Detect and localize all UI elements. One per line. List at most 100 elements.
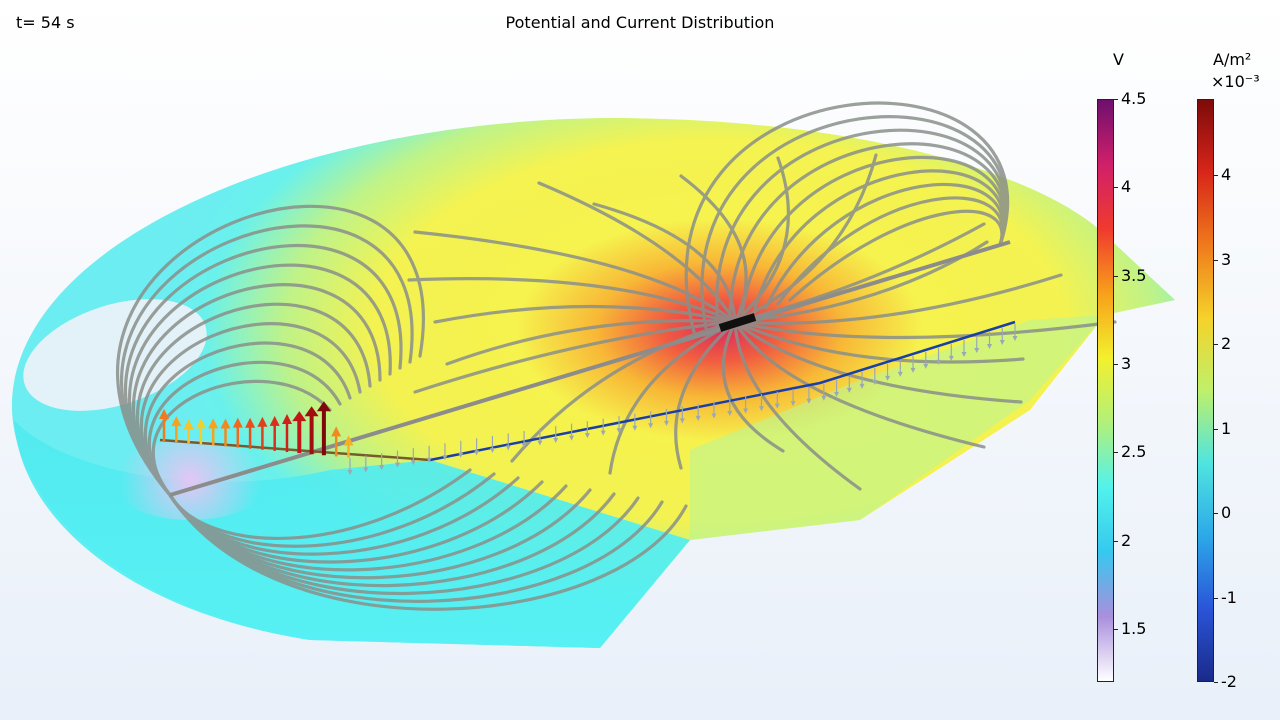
colorbar-tick-label: 2 [1121,530,1132,550]
streamline [674,320,737,470]
streamline [733,320,1117,340]
colorbar-tick-label: 1.5 [1121,619,1147,638]
vector-arrow-icon [695,403,701,421]
vector-arrow-icon [410,448,416,466]
streamline [140,322,362,497]
streamline [131,283,382,497]
vector-arrow-icon [834,379,840,397]
vector-arrow-icon [758,394,764,412]
vector-arrow-icon [220,418,231,447]
vector-arrow-icon [790,389,796,407]
domain-hole [23,299,207,411]
vector-arrow-icon [343,435,354,458]
vector-arrow-icon [872,367,878,385]
colorbar-tick-label: 2.5 [1121,442,1147,462]
anode-plate [159,438,431,462]
streamline [752,169,1006,314]
current-colorbar [1197,99,1214,682]
vector-arrow-icon [987,331,993,349]
vector-arrow-icon [521,430,527,448]
colorbar-tick-label: 3 [1221,249,1232,269]
streamline [151,379,332,497]
potential-colorbar [1097,99,1114,682]
vector-arrow-icon [859,371,865,389]
vector-arrow-icon [183,419,194,444]
vector-arrow-icon [974,335,980,353]
colorbar-tick-label: 3.5 [1121,265,1147,285]
vector-arrow-icon [379,453,385,471]
vector-arrow-icon [774,391,780,409]
colorbar-tick-label: 4 [1121,177,1132,197]
vector-arrow-icon [743,396,749,414]
vector-arrow-icon [442,443,448,461]
colorbar-tick-label: 2 [1221,334,1232,354]
potential-unit-label: V [1113,50,1124,69]
colorbar-tick-mark [1214,428,1218,430]
streamline [733,320,1025,364]
current-unit-label: A/m² [1213,50,1252,69]
streamline [608,320,737,475]
vector-arrow-icon [232,417,243,448]
vector-arrow-icon [171,416,182,443]
domain-surface-green [690,315,1105,540]
vector-arrow-icon [159,409,169,441]
vector-arrow-icon [257,416,268,450]
vector-arrow-icon [584,421,590,439]
streamline [537,181,737,324]
streamline [733,320,986,449]
vector-arrow-icon [897,359,903,377]
vector-arrow-icon [292,411,307,454]
domain-surface-lower [14,420,690,648]
vector-arrow-icon [569,423,575,441]
colorbar-tick-mark [1114,629,1118,630]
colorbar-tick-label: 4 [1221,165,1232,185]
low-potential-spot [110,440,270,520]
streamline [740,155,1007,318]
streamline [135,302,372,497]
colorbar-tick-mark [1214,175,1218,177]
vector-arrow-icon [394,450,400,468]
streamline [764,182,1005,310]
streamline [733,273,1063,325]
colorbar-tick-mark [1114,187,1118,189]
vector-arrow-icon [910,355,916,373]
vector-arrow-icon [648,411,654,429]
streamline [788,209,1004,302]
vector-arrow-icon [1012,324,1018,341]
streamline [124,244,403,497]
vector-arrow-icon [195,418,206,445]
colorbar-tick-mark [1114,275,1118,277]
vector-arrow-icon [269,415,280,451]
colorbar-tick-mark [1214,682,1218,683]
vector-arrow-icon [663,408,669,426]
streamline [143,341,352,497]
vector-arrow-icon [537,428,543,446]
streamlines-group [115,101,1117,611]
plot-title: Potential and Current Distribution [505,13,775,32]
vector-arrow-icon [426,445,432,463]
colorbar-tick-label: -2 [1221,672,1237,691]
streamline [679,174,748,324]
colorbar-tick-mark [1214,344,1218,346]
time-label: t= 54 s [16,13,75,32]
vector-arrow-icon [316,401,331,456]
streamline [733,320,862,491]
vector-arrow-icon [936,347,942,365]
streamline [684,101,1010,334]
vector-arrow-icon [961,339,967,357]
colorbar-tick-label: 4.5 [1121,89,1147,108]
streamline [147,360,342,497]
colorbar-tick-mark [1114,364,1118,365]
streamline [168,493,688,611]
vector-arrow-icon [632,413,638,431]
vector-arrow-icon [679,406,685,424]
vector-arrow-icon [489,435,495,453]
streamline [127,263,392,497]
vector-arrow-icon [821,383,827,401]
vector-arrow-icon [711,401,717,419]
streamline [715,128,1008,326]
streamline [721,320,785,453]
vector-arrow-icon [885,363,891,381]
colorbar-tick-mark [1114,99,1118,100]
